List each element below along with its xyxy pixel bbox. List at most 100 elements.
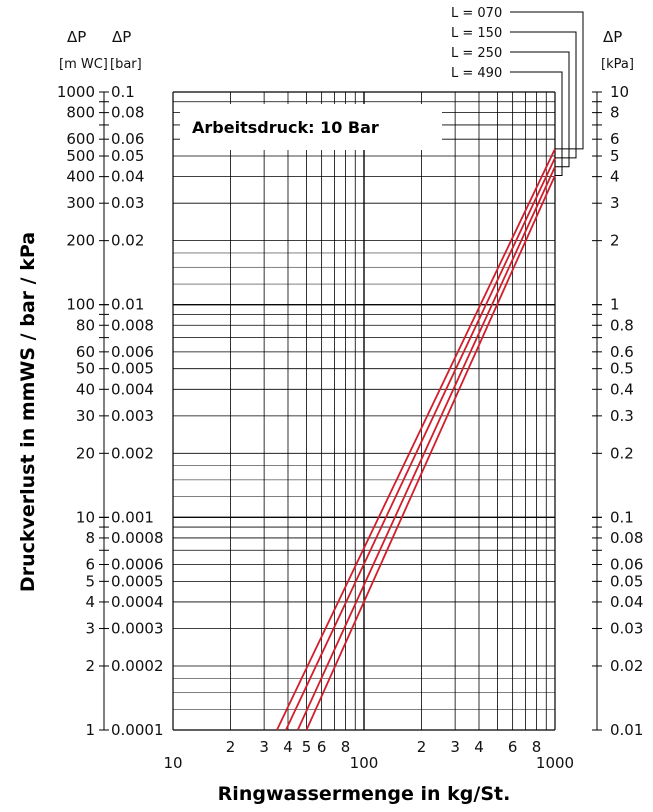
y-tick-label-kpa: 0.01: [610, 721, 643, 739]
y-tick-label-bar: 0.1: [111, 83, 135, 101]
y-tick-label-bar: 0.006: [111, 343, 154, 361]
series-line: [276, 148, 556, 731]
y-tick-label-kpa: 0.08: [610, 529, 643, 547]
annotation-box: [180, 104, 442, 150]
legend-label: L = 250: [451, 46, 502, 61]
left-outer-header-symbol: ΔP: [67, 28, 86, 46]
x-tick-label: 1000: [536, 754, 574, 772]
chart-grid: [172, 91, 556, 731]
y-tick-label-kpa: 0.3: [610, 407, 634, 425]
y-tick-label-mwc: 2: [85, 657, 95, 675]
x-tick-label: 8: [532, 738, 542, 756]
x-tick-label: 10: [163, 754, 182, 772]
x-tick-label: 2: [226, 738, 236, 756]
y-tick-label-mwc: 5: [85, 572, 95, 590]
y-tick-label-bar: 0.001: [111, 508, 154, 526]
chart-series: [276, 148, 556, 731]
y-axis-title: Druckverlust in mmWS / bar / kPa: [17, 232, 39, 592]
y-tick-label-bar: 0.02: [111, 232, 144, 250]
y-tick-label-mwc: 3: [85, 620, 95, 638]
y-tick-label-kpa: 6: [610, 130, 620, 148]
annotation-text: Arbeitsdruck: 10 Bar: [192, 118, 379, 137]
legend-label: L = 070: [451, 6, 502, 21]
y-tick-label-bar: 0.08: [111, 104, 144, 122]
y-tick-label-bar: 0.0003: [111, 620, 164, 638]
x-tick-label: 2: [417, 738, 427, 756]
y-tick-label-mwc: 60: [76, 343, 95, 361]
y-tick-label-kpa: 0.02: [610, 657, 643, 675]
series-line: [296, 166, 556, 731]
y-tick-label-kpa: 0.5: [610, 360, 634, 378]
y-tick-label-mwc: 8: [85, 529, 95, 547]
y-tick-label-bar: 0.0004: [111, 593, 164, 611]
legend-leader-line: [510, 71, 563, 176]
chart-legend: L = 070 L = 150 L = 250 L = 490: [451, 6, 584, 176]
y-tick-label-bar: 0.005: [111, 360, 154, 378]
y-tick-label-mwc: 200: [66, 232, 95, 250]
y-tick-label-bar: 0.03: [111, 194, 144, 212]
y-tick-label-mwc: 4: [85, 593, 95, 611]
y-tick-label-bar: 0.0005: [111, 572, 164, 590]
y-tick-label-bar: 0.04: [111, 168, 144, 186]
series-line: [285, 157, 556, 731]
y-tick-label-mwc: 1: [85, 721, 95, 739]
y-tick-label-bar: 0.0006: [111, 556, 164, 574]
y-tick-label-bar: 0.0002: [111, 657, 164, 675]
x-tick-label: 6: [508, 738, 518, 756]
y-tick-label-mwc: 500: [66, 147, 95, 165]
y-tick-label-bar: 0.002: [111, 444, 154, 462]
y-tick-label-kpa: 0.8: [610, 316, 634, 334]
y-tick-label-bar: 0.004: [111, 380, 154, 398]
left-outer-header-unit: [m WC]: [59, 57, 108, 72]
y-tick-label-kpa: 0.4: [610, 380, 634, 398]
x-tick-label: 8: [341, 738, 351, 756]
y-tick-label-kpa: 5: [610, 147, 620, 165]
y-tick-label-kpa: 0.6: [610, 343, 634, 361]
x-tick-label: 5: [302, 738, 312, 756]
y-tick-label-kpa: 0.03: [610, 620, 643, 638]
y-tick-label-bar: 0.01: [111, 296, 144, 314]
y-tick-label-mwc: 40: [76, 380, 95, 398]
y-tick-label-bar: 0.0001: [111, 721, 164, 739]
y-tick-label-bar: 0.05: [111, 147, 144, 165]
y-tick-label-kpa: 0.1: [610, 508, 634, 526]
y-tick-label-mwc: 400: [66, 168, 95, 186]
y-tick-label-bar: 0.008: [111, 316, 154, 334]
y-tick-label-mwc: 80: [76, 316, 95, 334]
right-header-symbol: ΔP: [603, 28, 622, 46]
legend-label: L = 490: [451, 66, 502, 81]
x-tick-label: 3: [259, 738, 269, 756]
y-tick-label-kpa: 3: [610, 194, 620, 212]
y-tick-label-mwc: 300: [66, 194, 95, 212]
y-tick-label-kpa: 8: [610, 104, 620, 122]
y-tick-label-mwc: 10: [76, 508, 95, 526]
y-tick-label-kpa: 0.06: [610, 556, 643, 574]
y-tick-label-bar: 0.06: [111, 130, 144, 148]
x-axis-title: Ringwassermenge in kg/St.: [218, 783, 511, 805]
x-tick-label: 4: [283, 738, 293, 756]
y-tick-label-kpa: 1: [610, 296, 620, 314]
y-tick-label-kpa: 2: [610, 232, 620, 250]
series-line: [305, 175, 556, 731]
y-tick-label-mwc: 20: [76, 444, 95, 462]
y-tick-label-kpa: 10: [610, 83, 629, 101]
x-tick-label: 6: [317, 738, 327, 756]
y-tick-label-bar: 0.0008: [111, 529, 164, 547]
right-header-unit: [kPa]: [601, 57, 634, 72]
x-tick-label: 4: [474, 738, 484, 756]
legend-label: L = 150: [451, 26, 502, 41]
y-tick-label-kpa: 0.05: [610, 572, 643, 590]
x-tick-label: 3: [450, 738, 460, 756]
y-tick-label-mwc: 6: [85, 556, 95, 574]
legend-leader-line: [510, 31, 577, 159]
y-tick-label-mwc: 30: [76, 407, 95, 425]
y-tick-label-kpa: 0.2: [610, 444, 634, 462]
y-tick-label-mwc: 100: [66, 296, 95, 314]
y-tick-label-kpa: 4: [610, 168, 620, 186]
y-tick-label-kpa: 0.04: [610, 593, 643, 611]
y-tick-label-bar: 0.003: [111, 407, 154, 425]
left-inner-header-unit: [bar]: [110, 57, 142, 72]
y-tick-label-mwc: 600: [66, 130, 95, 148]
